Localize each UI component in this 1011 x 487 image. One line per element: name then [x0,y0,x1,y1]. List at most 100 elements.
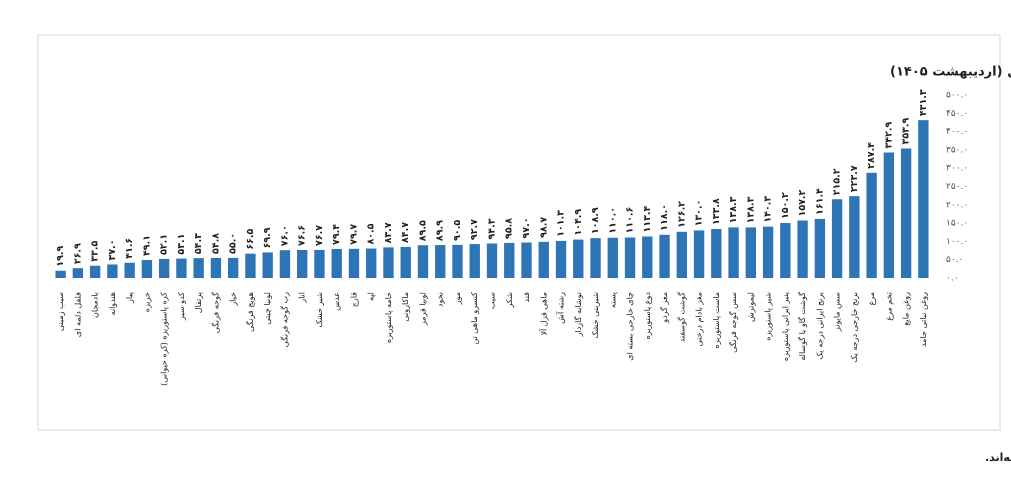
bar [348,248,360,278]
x-tick-label: شیرینی خشک [591,292,600,339]
bar [728,227,739,278]
value-label: ۹۴.۳ [487,218,498,239]
bar [107,264,118,278]
bar [262,252,273,278]
x-tick-label: هویج فرنگی [245,292,255,332]
bar [486,243,498,278]
x-tick-label: مرغ [867,292,876,305]
value-label: ۱۳۰.۰ [694,200,705,227]
bar [55,270,66,278]
y-tick-label: ۴۰۰.۰ [946,127,968,137]
x-tick-label: تخم مرغ [884,292,893,321]
value-label: ۸۹.۹ [435,220,446,241]
x-tick-label: چای خارجی بسته ای [626,292,635,361]
bar [124,262,135,278]
bar [331,248,342,278]
x-tick-label: سس مایونز [833,292,842,332]
bar [849,196,860,278]
value-label: ۵۵.۰ [228,233,239,254]
bar [383,247,394,278]
chart-title: نمودار ۲: درصد تغییر متوسط قیمت ماه جاری… [890,65,1011,80]
bar [314,249,325,278]
bar [866,172,877,278]
value-label: ۷۹.۷ [348,224,359,245]
bar [228,257,239,278]
y-tick-label: ۵۰.۰ [946,255,963,265]
value-label: ۷۶.۷ [314,225,325,246]
bar [435,245,446,278]
x-tick-label: خامه پاستوریزه [384,292,393,343]
bar [72,268,84,278]
x-tick-label: ماهی قزل آلا [538,292,548,336]
x-tick-label: مغز بادام درختی [695,292,704,347]
value-label: ۹۸.۷ [538,217,549,238]
bar [366,248,377,278]
value-label: ۳۳.۵ [90,241,101,262]
value-label: ۷۶.۶ [297,225,308,246]
x-tick-label: پسته [608,292,617,308]
value-label: ۳۴۲.۹ [883,121,894,148]
value-label: ۱۴۰.۳ [763,196,774,223]
y-tick-label: ۰.۰ [946,274,959,284]
x-tick-label: پرتقال [194,292,203,313]
x-tick-label: ماکارونی [401,292,410,322]
value-label: ۷۶.۰ [279,225,290,246]
x-tick-label: قند [522,292,531,303]
bar [504,242,515,278]
value-label: ۷۹.۴ [331,224,342,245]
value-label: ۳۵۳.۹ [901,117,912,144]
y-tick-label: ۱۵۰.۰ [946,219,968,229]
value-label: ۵۴.۳ [193,233,204,254]
x-tick-label: هندوانه [108,292,117,315]
bar [676,231,687,278]
bar [538,241,549,278]
bar [176,258,187,278]
x-tick-label: رب گوجه فرنگی [279,292,289,347]
x-tick-label: سس گوجه فرنگی [728,292,738,353]
x-tick-label: نخود [436,292,445,307]
x-tick-label: لیموترش [746,292,755,322]
x-tick-label: روغن مایع [902,292,911,326]
y-tick-label: ۵۰۰.۰ [946,91,968,101]
value-label: ۱۵۰.۲ [780,192,791,219]
x-tick-label: فلفل دلمه ای [73,292,82,337]
value-label: ۵۲.۱ [159,234,170,255]
value-label: ۲۱۵.۲ [832,168,843,195]
x-tick-label: روغن نباتی جامد [919,292,928,347]
x-tick-label: خیار [229,292,238,307]
bar [573,239,584,278]
value-label: ۴۳۱.۳ [918,89,929,116]
value-label: ۲۶.۹ [72,243,83,264]
value-label: ۱۵۷.۲ [797,189,808,216]
value-label: ۳۷.۰ [107,239,118,260]
bar [521,242,532,278]
value-label: ۱۰۸.۹ [590,207,601,234]
y-tick-label: ۱۰۰.۰ [946,237,968,247]
bar [469,244,480,278]
x-tick-label: خربزه [142,292,151,312]
value-label: ۲۸۷.۴ [866,142,877,169]
x-tick-label: شیر پاستوریزه [764,292,773,341]
value-label: ۱۳۸.۳ [745,196,756,223]
value-label: ۱۳۸.۳ [728,196,739,223]
x-tick-label: سیب زمینی [56,292,65,331]
bar [762,226,774,278]
x-tick-label: کره پاستوریزه (کره حیوانی) [160,292,169,386]
value-label: ۹۷.۰ [521,217,532,238]
bar [417,245,429,278]
value-label: ۱۲۶.۲ [676,201,687,228]
bar [210,257,222,278]
value-label: ۴۱.۶ [124,238,135,259]
value-label: ۵۴.۸ [210,233,221,254]
value-label: ۱۰۴.۹ [573,209,584,236]
bar [745,227,756,278]
value-label: ۱۰۱.۳ [556,210,567,237]
bar [400,246,411,278]
bar [814,218,826,278]
value-label: ۹۲.۷ [469,219,480,240]
value-label: ۸۹.۵ [417,220,428,241]
value-label: ۱۳۳.۸ [711,198,722,225]
bar [831,199,843,278]
x-tick-label: نوشابه گازدار [573,292,583,337]
